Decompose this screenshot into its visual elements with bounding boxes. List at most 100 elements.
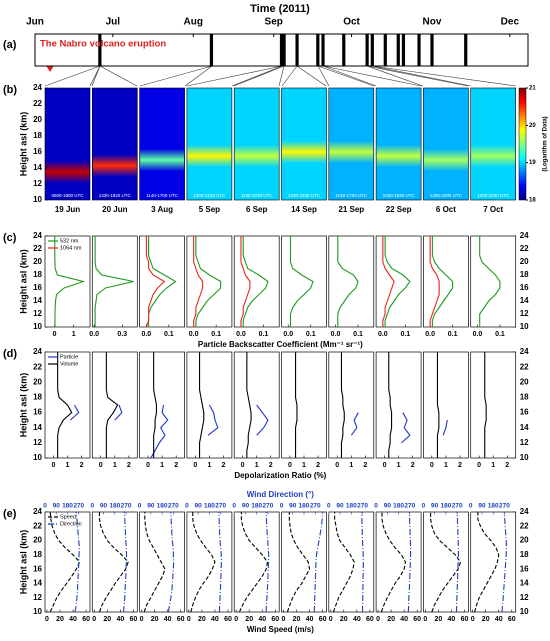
profile-line xyxy=(479,236,501,327)
x-tick-label: 0.1 xyxy=(448,331,458,338)
x-tick-label: 60 xyxy=(319,616,327,623)
aerosol-layer xyxy=(187,144,232,168)
x2-tick-label: 0 xyxy=(90,503,94,510)
y-tick-label: 14 xyxy=(33,163,42,172)
event-bar xyxy=(98,34,102,66)
x2-tick-label: 90 xyxy=(53,503,61,510)
y-tick-label: 14 xyxy=(520,579,529,588)
profile-line xyxy=(474,512,500,613)
x-tick-label: 60 xyxy=(224,616,232,623)
profile-line xyxy=(430,512,462,613)
x-tick-label: 20 xyxy=(387,616,395,623)
x2-tick-label: 90 xyxy=(195,503,203,510)
event-bar xyxy=(383,34,387,66)
panel-frame xyxy=(281,235,327,328)
y-tick-label: 22 xyxy=(520,244,529,253)
y-axis-title: Height asl (km) xyxy=(18,112,28,177)
profile-line xyxy=(69,404,80,421)
y-tick-label: 24 xyxy=(33,507,42,516)
y-tick-label: 12 xyxy=(520,593,529,602)
x2-tick-label: 180 xyxy=(346,503,357,510)
profile-line xyxy=(384,236,411,327)
y-tick-label: 16 xyxy=(33,564,42,573)
x-tick-label: 2 xyxy=(174,462,178,469)
y-tick-label: 14 xyxy=(33,423,42,432)
panel-frame xyxy=(328,235,375,328)
x2-tick-label: 270 xyxy=(310,503,321,510)
y-tick-label: 18 xyxy=(33,270,42,279)
y-tick-label: 18 xyxy=(33,550,42,559)
y-axis-title: Height asl (km) xyxy=(18,530,28,595)
x-tick-label: 2 xyxy=(411,462,415,469)
panel-frame xyxy=(470,511,517,613)
x2-tick-label: 90 xyxy=(147,503,155,510)
x2-tick-label: 270 xyxy=(168,503,179,510)
panel-label: (b) xyxy=(3,84,17,96)
profile-line xyxy=(431,236,454,327)
panel-frame xyxy=(186,235,233,328)
x2-tick-label: 90 xyxy=(478,503,486,510)
profile-line xyxy=(240,236,251,327)
panel-frame xyxy=(233,511,280,613)
x2-tick-label: 0 xyxy=(469,503,473,510)
heatmap-background xyxy=(186,87,233,201)
profile-line xyxy=(313,511,324,613)
y-tick-label: 20 xyxy=(33,257,42,266)
event-bar xyxy=(396,34,400,66)
x2-tick-label: 0 xyxy=(138,503,142,510)
legend-label: Particle xyxy=(60,354,78,360)
x-tick-label: Jun xyxy=(26,17,44,28)
profile-line xyxy=(195,236,222,327)
x-tick-label: 0 xyxy=(288,462,292,469)
profile-line xyxy=(54,236,86,327)
x2-tick-label: 180 xyxy=(109,503,120,510)
y-tick-label: 10 xyxy=(33,322,42,331)
x2-tick-label: 90 xyxy=(100,503,108,510)
y-tick-label: 10 xyxy=(33,453,42,462)
panel-frame xyxy=(139,235,185,328)
y-tick-label: 16 xyxy=(520,408,529,417)
x-tick-label: 0.0 xyxy=(378,331,388,338)
date-label: 3 Aug xyxy=(151,205,173,214)
profile-line xyxy=(295,352,298,458)
x2-tick-label: 90 xyxy=(384,503,392,510)
x-tick-label: 20 xyxy=(293,616,301,623)
x-tick-label: 0 xyxy=(92,616,96,623)
x2-axis-title: Wind Direction (°) xyxy=(247,490,314,499)
event-bar xyxy=(342,34,346,66)
x2-tick-label: 180 xyxy=(299,503,310,510)
x-tick-label: 1 xyxy=(444,462,448,469)
event-bar xyxy=(401,34,406,66)
x-tick-label: 60 xyxy=(82,616,90,623)
x-tick-label: 0 xyxy=(423,616,427,623)
event-bar xyxy=(464,34,468,66)
profile-line xyxy=(442,420,448,436)
panel-frame xyxy=(91,235,138,328)
x-tick-label: 0 xyxy=(383,462,387,469)
x2-tick-label: 90 xyxy=(289,503,297,510)
x2-tick-label: 180 xyxy=(393,503,404,510)
x-tick-label: 60 xyxy=(366,616,374,623)
x2-tick-label: 270 xyxy=(73,503,84,510)
y-tick-label: 18 xyxy=(520,393,529,402)
profile-line xyxy=(193,236,204,327)
x2-tick-label: 90 xyxy=(431,503,439,510)
x-tick-label: 0.1 xyxy=(306,331,316,338)
x-tick-label: 20 xyxy=(103,616,111,623)
profile-line xyxy=(501,511,508,613)
y-tick-label: 20 xyxy=(33,377,42,386)
x-tick-label: 0 xyxy=(53,331,57,338)
x-tick-label: 0.0 xyxy=(425,331,435,338)
event-bar xyxy=(321,34,325,66)
panel-frame xyxy=(328,351,375,459)
profile-line xyxy=(455,511,459,613)
profile-line xyxy=(289,236,314,327)
connector-lines xyxy=(44,65,517,87)
panel-frame xyxy=(44,511,91,613)
y-tick-label: 22 xyxy=(33,362,42,371)
eruption-annotation: The Nabro volcano eruption xyxy=(40,39,166,50)
x-tick-label: Oct xyxy=(343,17,360,28)
x-tick-label: 2 xyxy=(316,462,320,469)
profile-line xyxy=(49,511,81,613)
x-tick-label: 1 xyxy=(397,462,401,469)
